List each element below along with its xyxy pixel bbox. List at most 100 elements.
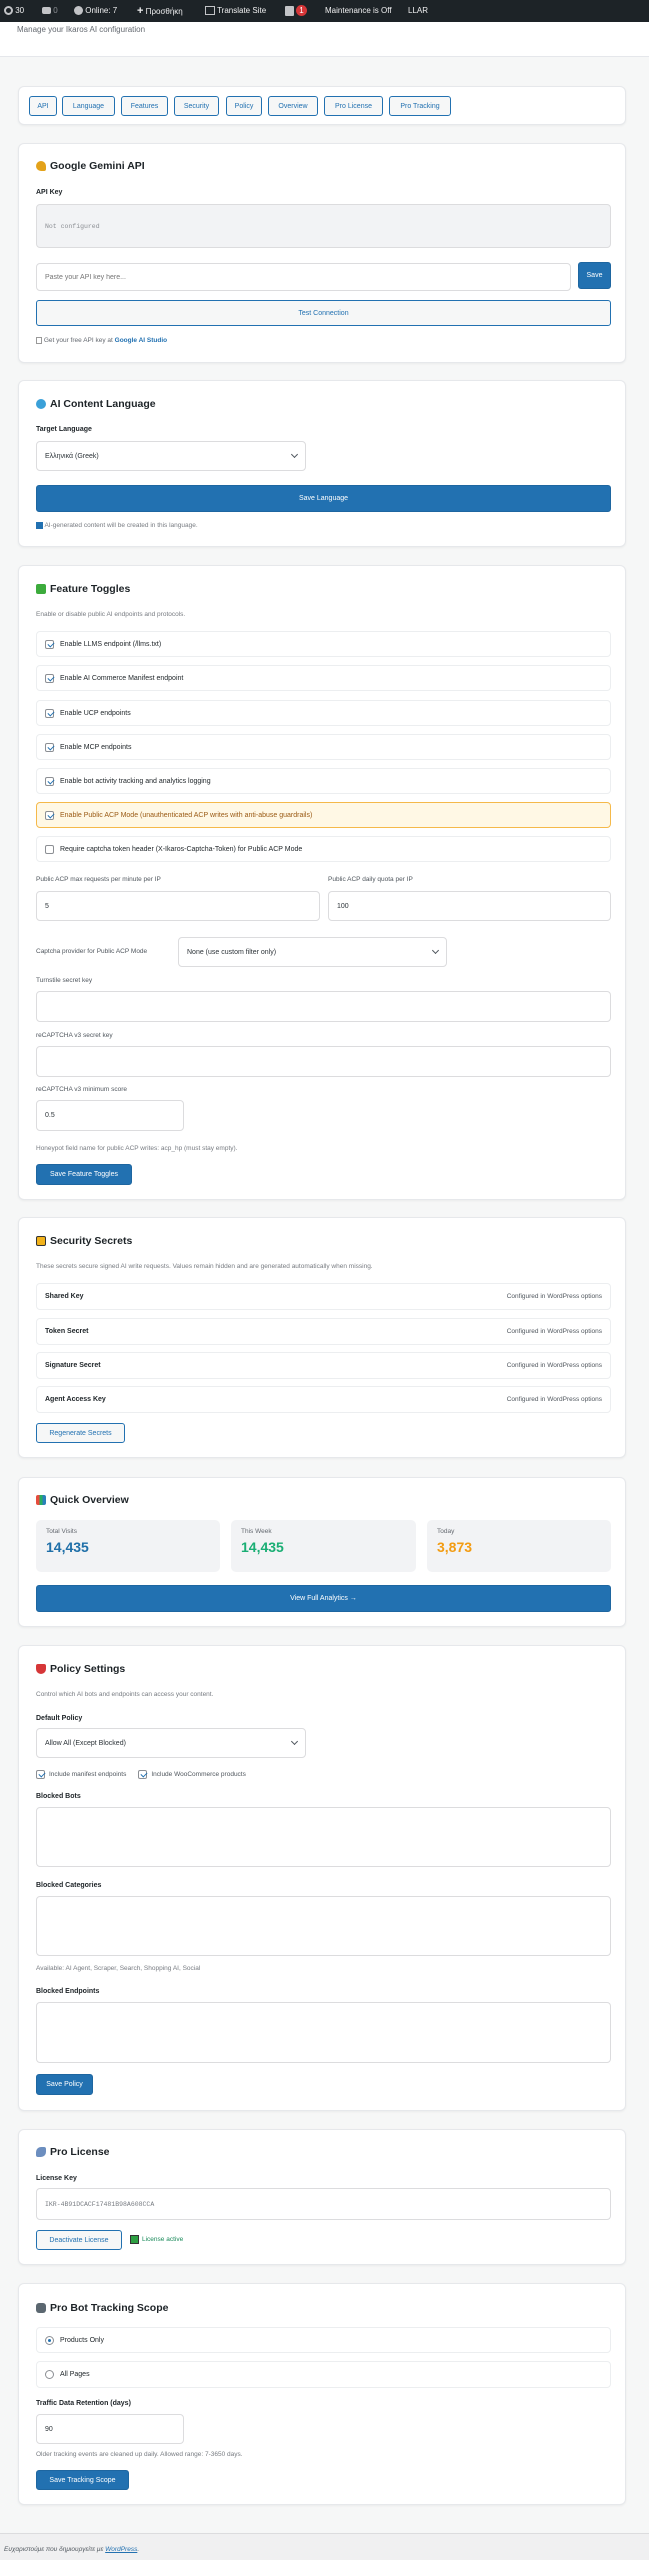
secret-row: Token Secret Configured in WordPress opti… [36, 1318, 611, 1345]
tab-pro-license[interactable]: Pro License [324, 96, 383, 116]
language-note: AI-generated content will be created in … [36, 521, 198, 531]
min-score-input[interactable] [36, 1100, 184, 1131]
daily-quota-input[interactable] [328, 891, 611, 921]
robot-icon [36, 2303, 46, 2313]
pro-license-card: Pro License License Key Deactivate Licen… [18, 2129, 626, 2265]
comment-icon [42, 7, 51, 15]
tab-pro-tracking[interactable]: Pro Tracking [389, 96, 451, 116]
include-woocommerce-checkbox[interactable]: Include WooCommerce products [138, 1770, 246, 1779]
tracking-scope-card: Pro Bot Tracking Scope Products Only All… [18, 2283, 626, 2505]
tab-policy[interactable]: Policy [226, 96, 262, 116]
license-key-input[interactable] [36, 2188, 611, 2220]
secret-status: Configured in WordPress options [506, 1293, 602, 1300]
google-ai-studio-link[interactable]: Google AI Studio [114, 337, 168, 344]
target-language-label: Target Language [36, 426, 92, 433]
save-policy-button[interactable]: Save Policy [36, 2074, 93, 2095]
secret-row: Shared Key Configured in WordPress option… [36, 1283, 611, 1310]
info-icon [36, 521, 43, 529]
view-full-analytics-button[interactable]: View Full Analytics → [36, 1585, 611, 1612]
maintenance-item[interactable]: Maintenance is Off [325, 6, 392, 15]
updates-item[interactable]: 30 [4, 0, 24, 22]
blocked-endpoints-label: Blocked Endpoints [36, 1988, 100, 1995]
chevron-down-icon [431, 946, 440, 955]
llar-item[interactable]: LLAR [408, 6, 429, 15]
max-requests-input[interactable] [36, 891, 320, 921]
default-policy-select[interactable]: Allow All (Except Blocked) [36, 1728, 306, 1758]
language-card: AI Content Language Target Language Ελλη… [18, 380, 626, 547]
secret-name: Shared Key [45, 1293, 84, 1300]
retention-help: Older tracking events are cleaned up dai… [36, 2451, 243, 2458]
wordpress-link[interactable]: WordPress [105, 2546, 138, 2553]
feature-toggle[interactable]: Enable MCP endpoints [36, 734, 611, 760]
check-icon [130, 2235, 139, 2244]
tab-features[interactable]: Features [121, 96, 168, 116]
save-tracking-scope-button[interactable]: Save Tracking Scope [36, 2470, 129, 2490]
target-language-select[interactable]: Ελληνικά (Greek) [36, 441, 306, 471]
scope-all-pages-radio[interactable]: All Pages [36, 2361, 611, 2388]
features-desc: Enable or disable public AI endpoints an… [36, 611, 186, 618]
quick-overview-card: Quick Overview Total Visits 14,435 This W… [18, 1477, 626, 1627]
feature-toggle[interactable]: Enable LLMS endpoint (/llms.txt) [36, 631, 611, 657]
license-status: License active [130, 2235, 183, 2244]
toggle-label: Require captcha token header (X-Ikaros-C… [60, 845, 303, 853]
stat-this-week: This Week 14,435 [231, 1520, 416, 1572]
pie-icon [74, 6, 83, 16]
api-key-input[interactable] [36, 263, 571, 291]
include-options: Include manifest endpoints Include WooCo… [36, 1770, 246, 1779]
secret-name: Token Secret [45, 1328, 89, 1335]
card-title: Security Secrets [36, 1234, 132, 1248]
recaptcha-label: reCAPTCHA v3 secret key [36, 1032, 113, 1039]
license-key-label: License Key [36, 2175, 77, 2182]
footer-text: Ευχαριστούμε που δημιουργείτε με WordPre… [4, 2546, 140, 2553]
toggle-label: Enable MCP endpoints [60, 743, 132, 751]
tab-language[interactable]: Language [62, 96, 115, 116]
feature-toggle[interactable]: Enable UCP endpoints [36, 700, 611, 726]
save-api-key-button[interactable]: Save [578, 262, 611, 289]
translate-site-item[interactable]: Translate Site [205, 0, 266, 22]
api-key-hint: Get your free API key at Google AI Studi… [36, 336, 167, 346]
feature-toggle[interactable]: Enable bot activity tracking and analyti… [36, 768, 611, 794]
tab-overview[interactable]: Overview [268, 96, 318, 116]
include-manifest-checkbox[interactable]: Include manifest endpoints [36, 1770, 126, 1779]
tab-security[interactable]: Security [174, 96, 219, 116]
test-connection-button[interactable]: Test Connection [36, 300, 611, 326]
security-desc: These secrets secure signed AI write req… [36, 1263, 373, 1270]
feature-toggle[interactable]: Enable AI Commerce Manifest endpoint [36, 665, 611, 691]
secret-name: Agent Access Key [45, 1396, 106, 1403]
turnstile-secret-input[interactable] [36, 991, 611, 1022]
toggle-label: Enable UCP endpoints [60, 709, 131, 717]
feature-toggle[interactable]: Enable Public ACP Mode (unauthenticated … [36, 802, 611, 828]
key-icon [36, 161, 46, 171]
recaptcha-secret-input[interactable] [36, 1046, 611, 1077]
blocked-categories-textarea[interactable] [36, 1896, 611, 1956]
retention-input[interactable] [36, 2414, 184, 2444]
blocked-bots-textarea[interactable] [36, 1807, 611, 1867]
save-feature-toggles-button[interactable]: Save Feature Toggles [36, 1164, 132, 1185]
captcha-provider-select[interactable]: None (use custom filter only) [178, 937, 447, 967]
chevron-down-icon [290, 1737, 299, 1746]
page-header: Manage your Ikaros AI configuration [0, 22, 649, 57]
regenerate-secrets-button[interactable]: Regenerate Secrets [36, 1423, 125, 1443]
card-title: AI Content Language [36, 397, 156, 411]
feature-toggle[interactable]: Require captcha token header (X-Ikaros-C… [36, 836, 611, 862]
checkbox-icon [45, 673, 54, 683]
notification-badge: 1 [296, 5, 307, 16]
blocked-endpoints-textarea[interactable] [36, 2002, 611, 2063]
api-key-status: Not configured [36, 204, 611, 248]
lock-icon [36, 1236, 46, 1246]
card-title: Pro Bot Tracking Scope [36, 2301, 168, 2315]
yoast-item[interactable]: 1 [285, 0, 307, 22]
page-subtitle: Manage your Ikaros AI configuration [17, 25, 146, 34]
save-language-button[interactable]: Save Language [36, 485, 611, 512]
toggle-label: Enable LLMS endpoint (/llms.txt) [60, 640, 162, 648]
deactivate-license-button[interactable]: Deactivate License [36, 2230, 122, 2250]
tab-api[interactable]: API [29, 96, 57, 116]
feature-toggles-card: Feature Toggles Enable or disable public… [18, 565, 626, 1200]
puzzle-icon [36, 584, 46, 594]
refresh-icon [4, 6, 13, 16]
scope-products-only-radio[interactable]: Products Only [36, 2327, 611, 2353]
add-new-item[interactable]: + Προσθήκη [137, 5, 183, 17]
gemini-api-card: Google Gemini API API Key Not configured… [18, 143, 626, 363]
comments-item[interactable]: 0 [42, 0, 58, 22]
online-item[interactable]: Online: 7 [74, 0, 117, 22]
